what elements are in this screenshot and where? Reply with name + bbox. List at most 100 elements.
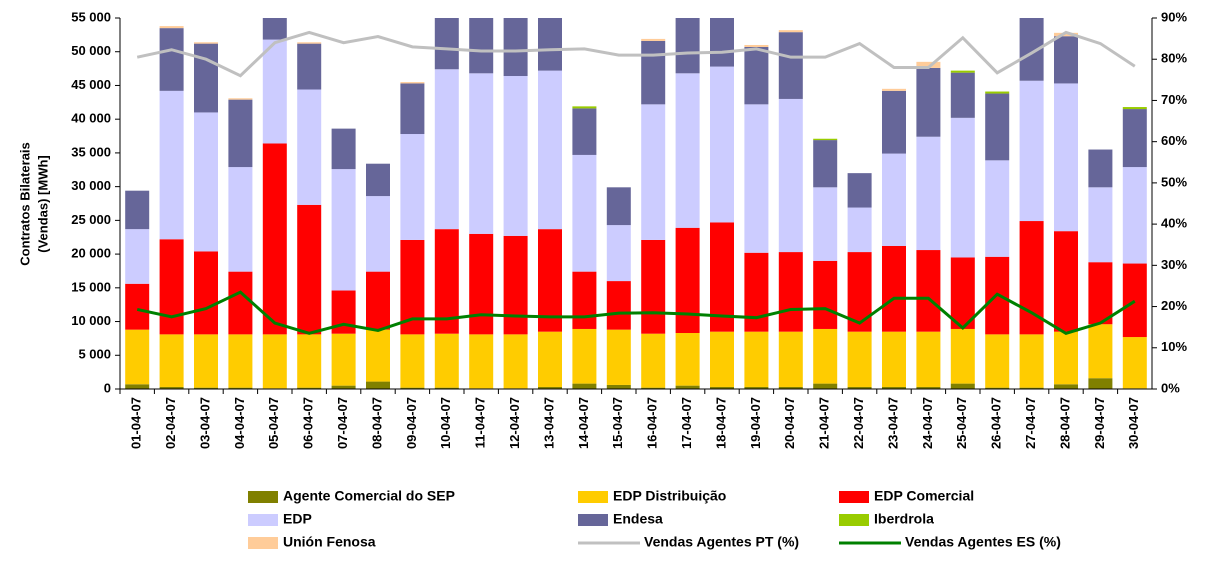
- y-tick-label: 15 000: [71, 279, 111, 294]
- bar-segment: [744, 331, 769, 387]
- bar-segment: [882, 153, 906, 246]
- y-tick-label: 25 000: [71, 212, 111, 227]
- bar-segment: [434, 387, 459, 389]
- line-series: [136, 290, 1136, 335]
- legend-label: Vendas Agentes ES (%): [905, 534, 1061, 550]
- y2-tick-label: 10%: [1161, 339, 1187, 354]
- bar-segment: [228, 99, 253, 168]
- bar-segment: [434, 333, 459, 388]
- bar-segment: [331, 333, 356, 386]
- bar-segment: [538, 70, 562, 230]
- bar-segment: [675, 385, 700, 389]
- bar-segment: [813, 140, 838, 188]
- legend-swatch: [839, 491, 869, 503]
- bar-segment: [882, 386, 906, 389]
- legend-swatch: [578, 491, 608, 503]
- bar-segment: [916, 250, 941, 332]
- bar-segment: [1019, 18, 1044, 81]
- bar-segment: [503, 76, 528, 236]
- legend-label: EDP: [283, 511, 312, 527]
- bar-segment: [297, 204, 322, 335]
- bar-segment: [778, 98, 803, 253]
- bar-segment: [538, 229, 562, 332]
- bar-segment: [1019, 387, 1044, 389]
- bar-segment: [813, 383, 838, 389]
- x-tick-label: 01-04-07: [129, 397, 144, 449]
- bar-segment: [985, 91, 1010, 94]
- bar-segment: [744, 47, 769, 105]
- bar-segment: [950, 117, 975, 258]
- bar-segment: [366, 271, 390, 330]
- bar-segment: [985, 160, 1010, 257]
- bar-segment: [1122, 337, 1147, 389]
- bar-segment: [606, 329, 631, 385]
- x-tick-label: 14-04-07: [576, 397, 591, 449]
- bar-segment: [950, 328, 975, 384]
- y2-tick-label: 70%: [1161, 92, 1187, 107]
- x-tick-label: 04-04-07: [232, 397, 247, 449]
- x-tick-label: 28-04-07: [1057, 397, 1072, 449]
- bar-segment: [434, 229, 459, 334]
- x-tick-label: 30-04-07: [1126, 397, 1141, 449]
- y-tick-label: 55 000: [71, 9, 111, 24]
- bar-segment: [194, 112, 218, 252]
- bar-segment: [710, 66, 734, 223]
- bar-segment: [366, 329, 390, 382]
- bar-segment: [675, 73, 700, 228]
- y2-tick-label: 90%: [1161, 9, 1187, 24]
- y2-tick-label: 50%: [1161, 174, 1187, 189]
- bar-segment: [1019, 80, 1044, 222]
- bar-segment: [159, 239, 184, 335]
- bar-segment: [641, 333, 666, 388]
- bar-segment: [538, 18, 562, 71]
- bar-segment: [572, 328, 597, 384]
- x-tick-label: 03-04-07: [197, 397, 212, 449]
- bar-segment: [572, 154, 597, 272]
- legend-label: EDP Comercial: [874, 488, 974, 504]
- line-series: [136, 30, 1136, 78]
- bar-segment: [1122, 107, 1147, 110]
- bar-segment: [641, 40, 666, 105]
- bar-segment: [675, 227, 700, 334]
- bar-segment: [194, 251, 218, 335]
- bar-segment: [1088, 324, 1113, 379]
- plot-area: [125, 18, 1147, 389]
- bar-segment: [1054, 231, 1078, 332]
- bar-segment: [985, 387, 1010, 389]
- bar-segment: [125, 384, 150, 389]
- bar-segment: [400, 387, 425, 389]
- x-tick-label: 11-04-07: [473, 397, 488, 448]
- y-tick-label: 10 000: [71, 313, 111, 328]
- bar-segment: [366, 163, 390, 197]
- legend-swatch: [578, 514, 608, 526]
- legend-label: Unión Fenosa: [283, 534, 376, 550]
- bar-segment: [778, 331, 803, 387]
- x-tick-label: 13-04-07: [541, 397, 556, 449]
- y-tick-label: 30 000: [71, 178, 111, 193]
- bar-segment: [469, 334, 494, 389]
- bar-segment: [125, 329, 150, 385]
- bar-segment: [778, 30, 803, 33]
- bar-segment: [125, 283, 150, 330]
- bar-segment: [916, 386, 941, 389]
- bar-segment: [744, 104, 769, 253]
- bar-segment: [1122, 109, 1147, 168]
- bar-segment: [469, 73, 494, 234]
- x-tick-label: 15-04-07: [610, 397, 625, 449]
- y-tick-label: 0: [104, 380, 111, 395]
- bar-segment: [813, 138, 838, 141]
- bar-segment: [297, 387, 322, 389]
- x-tick-label: 06-04-07: [301, 397, 316, 449]
- bar-segment: [331, 169, 356, 291]
- bar-segment: [159, 334, 184, 387]
- y2-tick-label: 30%: [1161, 257, 1187, 272]
- x-tick-label: 20-04-07: [782, 397, 797, 449]
- legend-swatch: [248, 537, 278, 549]
- bar-segment: [366, 381, 390, 389]
- bar-segment: [125, 229, 150, 284]
- bar-segment: [125, 190, 150, 230]
- legend-label: Endesa: [613, 511, 663, 527]
- bar-segment: [606, 187, 631, 226]
- bar-segment: [1019, 221, 1044, 335]
